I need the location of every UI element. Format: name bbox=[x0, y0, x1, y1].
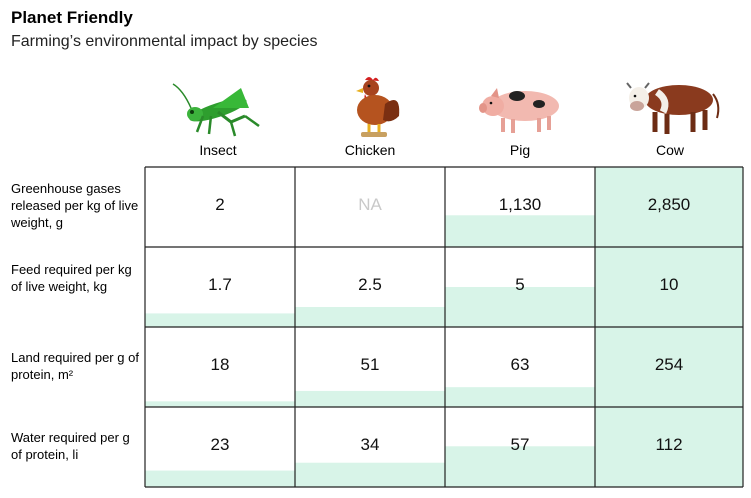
value-bar bbox=[595, 247, 743, 327]
value-bar bbox=[445, 215, 595, 247]
cell-value-label: 2.5 bbox=[358, 275, 382, 294]
column-label: Cow bbox=[655, 142, 684, 158]
value-bar bbox=[445, 287, 595, 327]
row-label-greenhouse-gases: Greenhouse gases released per kg of live… bbox=[11, 181, 139, 230]
column-header-chicken: Chicken bbox=[295, 72, 445, 160]
cell-value-label: 1.7 bbox=[208, 275, 232, 294]
value-bar bbox=[445, 387, 595, 407]
value-bar bbox=[145, 313, 295, 327]
column-label: Chicken bbox=[344, 142, 396, 158]
column-header-cow: Cow bbox=[595, 72, 745, 160]
cell-value-label: 2 bbox=[215, 195, 224, 214]
cow-icon bbox=[626, 82, 720, 134]
cell-value-label: 34 bbox=[361, 435, 380, 454]
cell-value-label: 2,850 bbox=[648, 195, 691, 214]
cell-value-label: 63 bbox=[511, 355, 530, 374]
value-bar bbox=[445, 446, 595, 487]
chart-title: Planet Friendly bbox=[11, 8, 133, 27]
cell-value-label: 112 bbox=[655, 435, 682, 454]
value-bar bbox=[295, 307, 445, 327]
chart-subtitle: Farming’s environmental impact by specie… bbox=[11, 33, 318, 50]
value-bar bbox=[145, 401, 295, 407]
grasshopper-icon bbox=[172, 83, 260, 137]
value-bar bbox=[145, 470, 295, 487]
cell-value-label: 57 bbox=[511, 435, 530, 454]
cell-value-label: 1,130 bbox=[499, 195, 542, 214]
row-label-feed: Feed required per kg of live weight, kg bbox=[11, 262, 132, 294]
value-bar bbox=[595, 167, 743, 247]
row-label-water: Water required per g of protein, li bbox=[11, 430, 130, 462]
cell-value-label: 23 bbox=[211, 435, 230, 454]
cell-value-label: 5 bbox=[515, 275, 524, 294]
cell-value-label: 51 bbox=[361, 355, 380, 374]
cell-value-label: 254 bbox=[655, 355, 683, 374]
column-header-pig: Pig bbox=[445, 72, 595, 160]
value-bar bbox=[295, 462, 445, 487]
value-bar bbox=[295, 390, 445, 407]
value-bar bbox=[595, 407, 743, 487]
column-label: Insect bbox=[199, 142, 237, 158]
column-header-insect: Insect bbox=[143, 72, 293, 160]
column-label: Pig bbox=[509, 142, 531, 158]
cell-value-label: 10 bbox=[660, 275, 679, 294]
cell-value-label: 18 bbox=[211, 355, 230, 374]
cell-value-label: NA bbox=[358, 195, 382, 214]
pig-icon bbox=[479, 88, 559, 133]
value-bar bbox=[595, 327, 743, 407]
hen-icon bbox=[356, 77, 400, 137]
row-label-land: Land required per g of protein, m² bbox=[11, 350, 139, 382]
